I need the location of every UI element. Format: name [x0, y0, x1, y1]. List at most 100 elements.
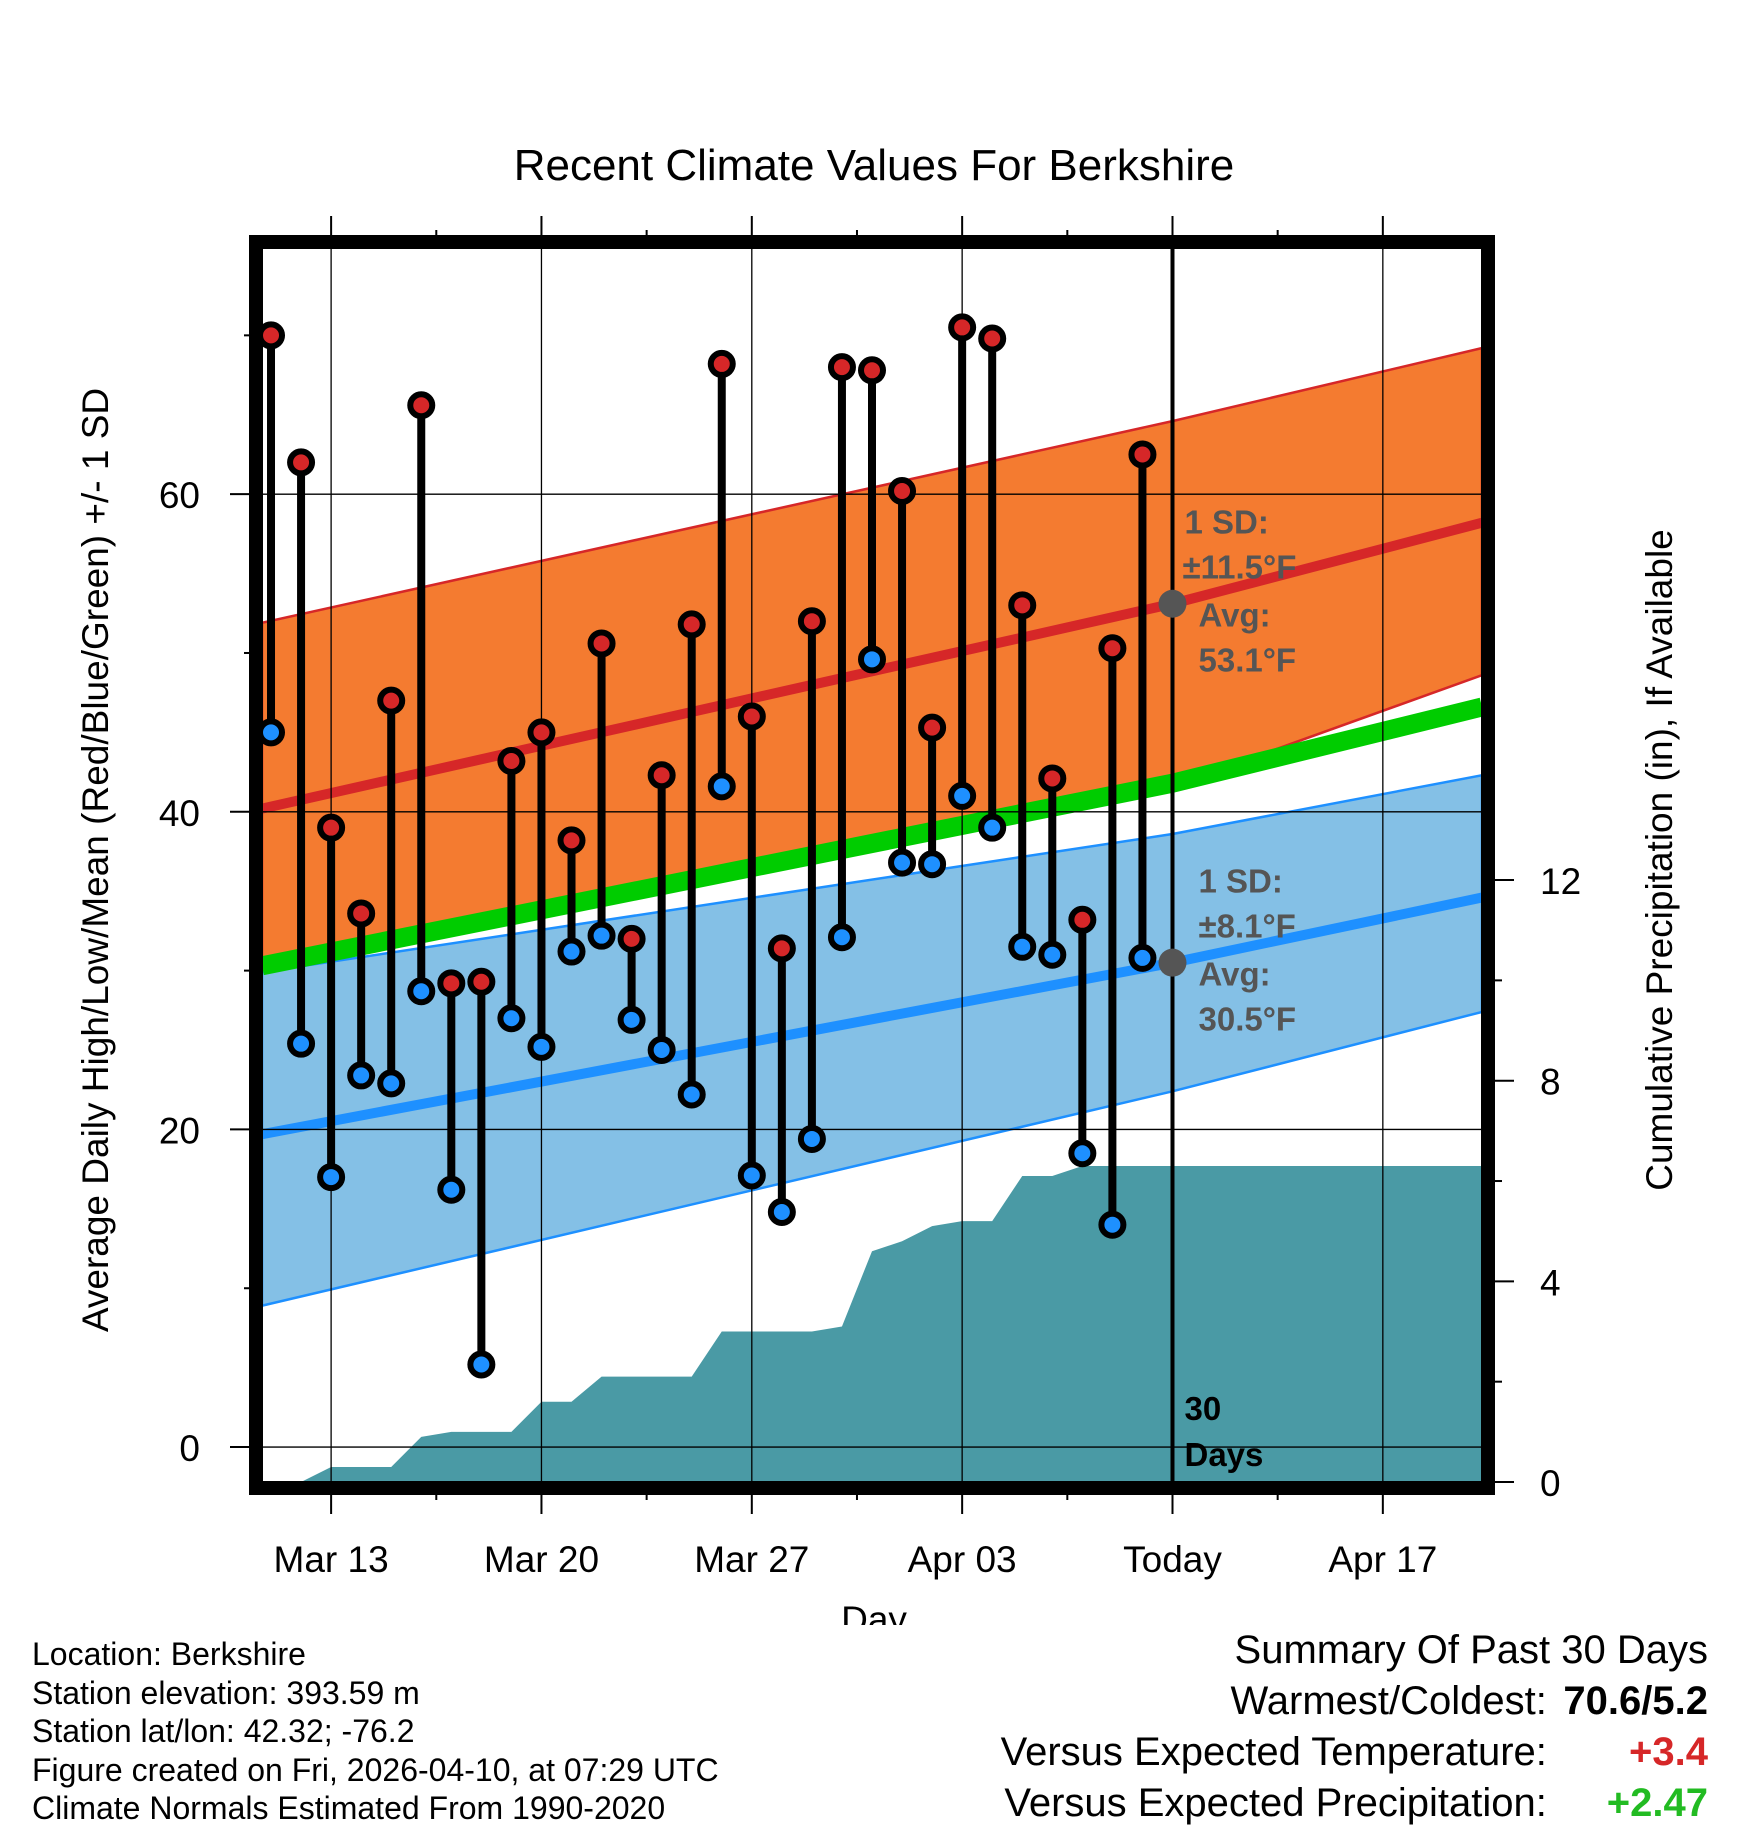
daily-high-point: [737, 702, 766, 731]
daily-high-point: [707, 349, 736, 378]
daily-low-point: [617, 1005, 646, 1034]
daily-high-point: [647, 761, 676, 790]
daily-low-point: [918, 850, 947, 879]
y-axis-label: Average Daily High/Low/Mean (Red/Blue/Gr…: [75, 388, 116, 1332]
daily-low-point: [797, 1124, 826, 1153]
y2-tick-label: 12: [1540, 861, 1581, 902]
daily-low-point: [527, 1032, 556, 1061]
axes: 0 20 40 60 0 4 8 12 Mar 13 Mar 20 Mar 27 Apr 03 Toda…: [159, 216, 1581, 1580]
daily-low-point: [377, 1069, 406, 1098]
daily-high-point: [617, 924, 646, 953]
daily-high-point: [767, 934, 796, 963]
plot-frame: [249, 235, 1495, 1495]
daily-low-point: [437, 1175, 466, 1204]
station-info: Location: Berkshire Station elevation: 3…: [32, 1635, 719, 1828]
daily-high-point: [497, 746, 526, 775]
summary-panel: Summary Of Past 30 Days Warmest/Coldest:…: [1001, 1625, 1708, 1829]
daily-low-point: [347, 1061, 376, 1090]
days-count-label: 30: [1184, 1390, 1221, 1427]
summary-title: Summary Of Past 30 Days: [1234, 1628, 1708, 1672]
daily-low-point: [948, 781, 977, 810]
created-text: Figure created on Fri, 2026-04-10, at 07…: [32, 1751, 719, 1788]
warmest-coldest-value: 70.6/5.2: [1563, 1679, 1708, 1723]
normal-low-today-marker: [1158, 948, 1187, 977]
daily-high-point: [1038, 764, 1067, 793]
high-sd-label: 1 SD:: [1184, 504, 1268, 541]
daily-high-point: [1068, 905, 1097, 934]
daily-high-point: [1008, 591, 1037, 620]
precip-area: [262, 1165, 1482, 1482]
y-tick-label: 40: [159, 793, 200, 834]
y2-tick-label: 0: [1540, 1463, 1561, 1504]
daily-high-point: [557, 826, 586, 855]
daily-high-point: [407, 391, 436, 420]
precip-anomaly-label: Versus Expected Precipitation:: [1004, 1781, 1547, 1825]
normal-high-today-marker: [1158, 589, 1187, 618]
daily-low-point: [317, 1163, 346, 1192]
daily-low-point: [587, 921, 616, 950]
daily-high-point: [888, 476, 917, 505]
y-tick-label: 0: [179, 1428, 200, 1469]
daily-low-point: [467, 1350, 496, 1379]
climate-chart: Recent Climate Values For Berkshire 1 SD…: [75, 141, 1680, 1625]
high-avg-label: Avg:: [1198, 597, 1270, 634]
warmest-coldest-row: Warmest/Coldest: 70.6/5.2: [1001, 1676, 1709, 1727]
daily-low-point: [647, 1036, 676, 1065]
y-tick-label: 20: [159, 1110, 200, 1151]
low-avg-label: Avg:: [1198, 956, 1270, 993]
daily-high-point: [347, 899, 376, 928]
daily-low-point: [827, 923, 856, 952]
precip-anomaly-value: +2.47: [1606, 1781, 1708, 1825]
daily-low-point: [888, 848, 917, 877]
daily-high-point: [797, 607, 826, 636]
location-text: Location: Berkshire: [32, 1636, 306, 1672]
plot-area: 1 SD: ±11.5°F Avg: 53.1°F 1 SD: ±8.1°F Avg: 30.…: [257, 248, 1482, 1482]
daily-high-point: [1128, 440, 1157, 469]
daily-high-point: [527, 718, 556, 747]
daily-low-point: [407, 977, 436, 1006]
daily-low-point: [1068, 1139, 1097, 1168]
low-avg-value: 30.5°F: [1198, 1001, 1296, 1038]
days-word-label: Days: [1184, 1436, 1263, 1473]
daily-high-point: [437, 969, 466, 998]
x-tick-label: Mar 20: [484, 1539, 599, 1580]
daily-low-point: [707, 772, 736, 801]
daily-high-point: [858, 356, 886, 385]
daily-low-point: [1008, 932, 1037, 961]
temp-anomaly-row: Versus Expected Temperature: +3.4: [1001, 1727, 1708, 1778]
x-tick-label: Apr 03: [908, 1539, 1017, 1580]
daily-high-point: [948, 313, 977, 342]
daily-low-point: [497, 1004, 526, 1033]
daily-low-point: [1128, 943, 1157, 972]
precip-anomaly-row: Versus Expected Precipitation: +2.47: [1001, 1778, 1708, 1829]
y2-tick-label: 8: [1540, 1062, 1561, 1103]
y-tick-label: 60: [159, 475, 200, 516]
y2-axis-label: Cumulative Precipitation (in), If Availa…: [1639, 529, 1680, 1191]
daily-high-point: [978, 324, 1007, 353]
daily-low-point: [1038, 940, 1067, 969]
low-sd-value: ±8.1°F: [1198, 908, 1295, 945]
normals-text: Climate Normals Estimated From 1990-2020: [32, 1790, 666, 1826]
high-sd-value: ±11.5°F: [1182, 549, 1296, 586]
high-avg-value: 53.1°F: [1198, 642, 1296, 679]
daily-high-point: [918, 713, 947, 742]
daily-high-point: [257, 321, 286, 350]
x-tick-label: Today: [1123, 1539, 1222, 1580]
daily-low-point: [737, 1161, 766, 1190]
x-tick-label: Mar 13: [274, 1539, 389, 1580]
daily-high-point: [317, 813, 346, 842]
daily-high-point: [287, 448, 316, 477]
x-axis-label: Day: [841, 1599, 907, 1625]
x-tick-label: Mar 27: [694, 1539, 809, 1580]
daily-low-point: [1098, 1210, 1127, 1239]
y2-tick-label: 4: [1540, 1262, 1561, 1303]
x-tick-label: Apr 17: [1328, 1539, 1437, 1580]
daily-low-point: [287, 1029, 316, 1058]
plot-content: [262, 248, 1482, 1482]
daily-high-point: [377, 686, 406, 715]
low-sd-label: 1 SD:: [1198, 863, 1282, 900]
daily-high-point: [827, 353, 856, 382]
daily-low-point: [978, 813, 1007, 842]
daily-high-point: [1098, 634, 1127, 663]
warmest-coldest-label: Warmest/Coldest:: [1230, 1679, 1547, 1723]
